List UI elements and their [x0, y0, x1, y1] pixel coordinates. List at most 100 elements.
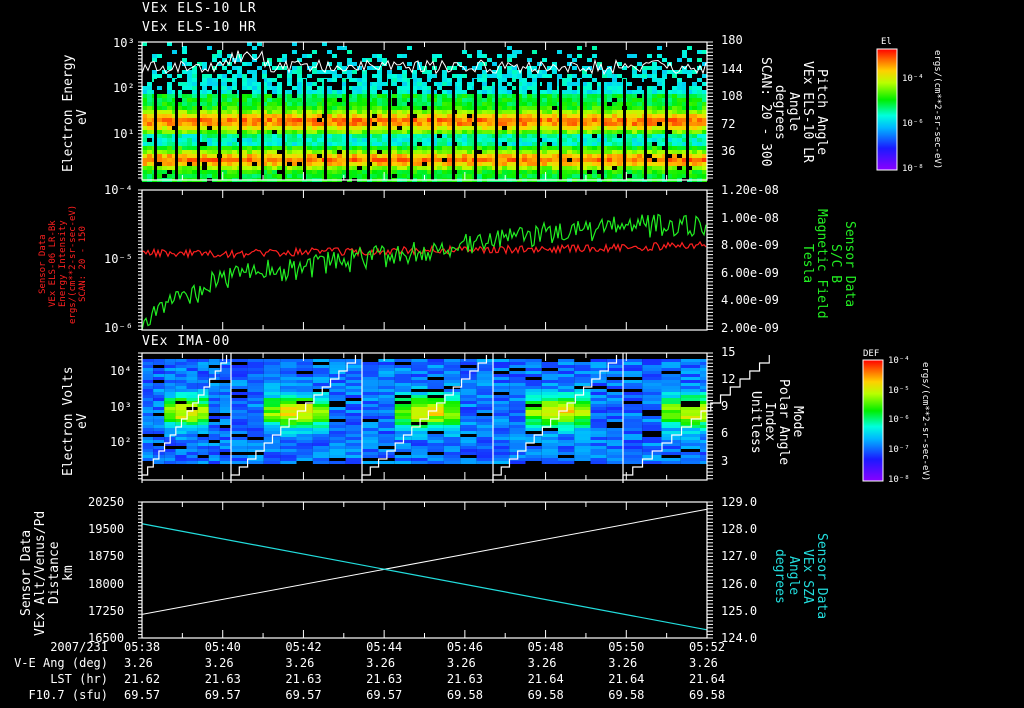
- footer-value: 69.57: [124, 688, 161, 702]
- ima-right-axis-label: Mode Polar Angle Index Unitless: [748, 378, 805, 466]
- time-tick-label: 05:48: [527, 640, 564, 654]
- sza-ytick: 126.0: [721, 577, 758, 591]
- sza-axis-label: Sensor Data VEx SZA Angle degrees: [772, 532, 829, 620]
- time-tick-label: 05:50: [608, 640, 645, 654]
- ima-y2tick: 9: [721, 399, 729, 413]
- plot-lines: [141, 50, 708, 631]
- footer-row-label: 2007/231: [50, 640, 108, 654]
- els-colorbar-tick: 10⁻⁴: [902, 74, 924, 84]
- bfield-ytick: 4.00e-09: [721, 293, 779, 307]
- altitude-ytick: 18000: [88, 577, 125, 591]
- footer-value: 21.64: [527, 672, 564, 686]
- footer-row-label: LST (hr): [50, 672, 108, 686]
- footer-value: 3.26: [689, 656, 718, 670]
- time-tick-label: 05:46: [446, 640, 483, 654]
- sza-ytick: 127.0: [721, 549, 758, 563]
- footer-value: 21.63: [446, 672, 483, 686]
- ima-ytick: 10²: [110, 435, 132, 449]
- ima-y2tick: 15: [721, 345, 736, 359]
- footer-value: 69.58: [689, 688, 726, 702]
- footer-value: 69.57: [285, 688, 322, 702]
- footer-value: 69.58: [446, 688, 483, 702]
- intensity-ytick: 10⁻⁶: [104, 321, 133, 335]
- footer-value: 21.63: [285, 672, 322, 686]
- ima-colorbar-tick: 10⁻⁸: [888, 475, 910, 485]
- altitude-axis-label: Sensor Data VEx Alt/Venus/Pd Distance km: [19, 510, 76, 636]
- altitude-ytick: 18750: [88, 549, 125, 563]
- footer-value: 69.58: [527, 688, 564, 702]
- els-colorbar-tick: 10⁻⁸: [902, 164, 924, 174]
- ima-ytick: 10⁴: [110, 364, 132, 378]
- sza-ytick: 129.0: [721, 495, 758, 509]
- altitude-ytick: 16500: [88, 631, 125, 645]
- altitude-ytick: 20250: [88, 495, 125, 509]
- footer-row-label: F10.7 (sfu): [28, 688, 108, 702]
- footer-value: 69.57: [204, 688, 241, 702]
- ima-spectrogram: [142, 353, 769, 483]
- els-y2tick: 180: [721, 33, 743, 47]
- time-tick-label: 05:52: [689, 640, 726, 654]
- ima-colorbar: [862, 359, 884, 482]
- els-ytick: 10³: [113, 36, 135, 50]
- footer-value: 3.26: [285, 656, 315, 670]
- footer-value: 69.57: [366, 688, 403, 702]
- els-right-axis-label: Pitch Angle VEx ELS-10 LR Angle degrees …: [758, 57, 829, 167]
- els-lr-title: VEx ELS-10 LR: [142, 1, 257, 16]
- intensity-ytick: 10⁻⁵: [104, 252, 133, 266]
- footer-value: 3.26: [366, 656, 396, 670]
- els-y2tick: 36: [721, 144, 736, 158]
- intensity-ytick: 10⁻⁴: [104, 183, 133, 197]
- sza-ytick: 125.0: [721, 604, 758, 618]
- time-tick-label: 05:42: [285, 640, 322, 654]
- els-y2tick: 144: [721, 62, 743, 76]
- ima-colorbar-tick: 10⁻⁶: [888, 415, 910, 425]
- time-tick-label: 05:44: [366, 640, 403, 654]
- footer-value: 21.63: [204, 672, 241, 686]
- els-y2tick: 108: [721, 89, 743, 103]
- ima-y2tick: 3: [721, 454, 729, 468]
- els-colorbar: [876, 48, 898, 171]
- bfield-axis-label: Sensor Data S/C B Magnetic Field Tesla: [800, 209, 857, 319]
- ima-colorbar-tick: 10⁻⁴: [888, 356, 910, 366]
- bfield-ytick: 2.00e-09: [721, 321, 779, 335]
- footer-value: 21.63: [366, 672, 403, 686]
- els-ytick: 10²: [113, 81, 135, 95]
- ima-ytick: 10³: [110, 400, 132, 414]
- els-colorbar-tick: 10⁻⁶: [902, 119, 924, 129]
- footer-value: 21.64: [608, 672, 645, 686]
- ima-y2tick: 12: [721, 372, 736, 386]
- footer-value: 3.26: [527, 656, 557, 670]
- time-tick-label: 05:40: [204, 640, 241, 654]
- els-y2tick: 72: [721, 117, 736, 131]
- ima-colorbar-units: ergs/(cm**2-sr-sec-eV): [920, 362, 930, 482]
- footer-value: 3.26: [124, 656, 153, 670]
- footer-value: 3.26: [204, 656, 234, 670]
- altitude-ytick: 19500: [88, 522, 125, 536]
- ima-title: VEx IMA-00: [142, 334, 231, 349]
- intensity-axis-label: Sensor Data VEx ELS-06 LR-Bk Energy Inte…: [38, 204, 88, 324]
- footer-value: 3.26: [446, 656, 476, 670]
- footer-value: 69.58: [608, 688, 645, 702]
- altitude-ytick: 17250: [88, 604, 125, 618]
- els-colorbar-title: El: [881, 37, 892, 47]
- bfield-ytick: 1.00e-08: [721, 211, 779, 225]
- els-left-axis-label: Electron Energy eV: [61, 54, 90, 172]
- plot-axes: [138, 41, 713, 639]
- time-tick-label: 05:38: [124, 640, 161, 654]
- footer-row-label: V-E Ang (deg): [14, 656, 108, 670]
- sza-ytick: 124.0: [721, 631, 758, 645]
- ima-colorbar-tick: 10⁻⁵: [888, 386, 910, 396]
- els-ytick: 10¹: [113, 127, 135, 141]
- footer-value: 3.26: [608, 656, 638, 670]
- els-spectrogram: [142, 42, 707, 182]
- ima-colorbar-tick: 10⁻⁷: [888, 445, 910, 455]
- sza-ytick: 128.0: [721, 522, 758, 536]
- footer-value: 21.62: [124, 672, 161, 686]
- ima-colorbar-title: DEF: [863, 349, 880, 359]
- ima-y2tick: 6: [721, 426, 729, 440]
- bfield-ytick: 6.00e-09: [721, 266, 779, 280]
- ima-left-axis-label: Electron Volts eV: [61, 366, 90, 476]
- els-colorbar-units: ergs/(cm**2-sr-sec-eV): [932, 50, 942, 170]
- bfield-ytick: 1.20e-08: [721, 183, 779, 197]
